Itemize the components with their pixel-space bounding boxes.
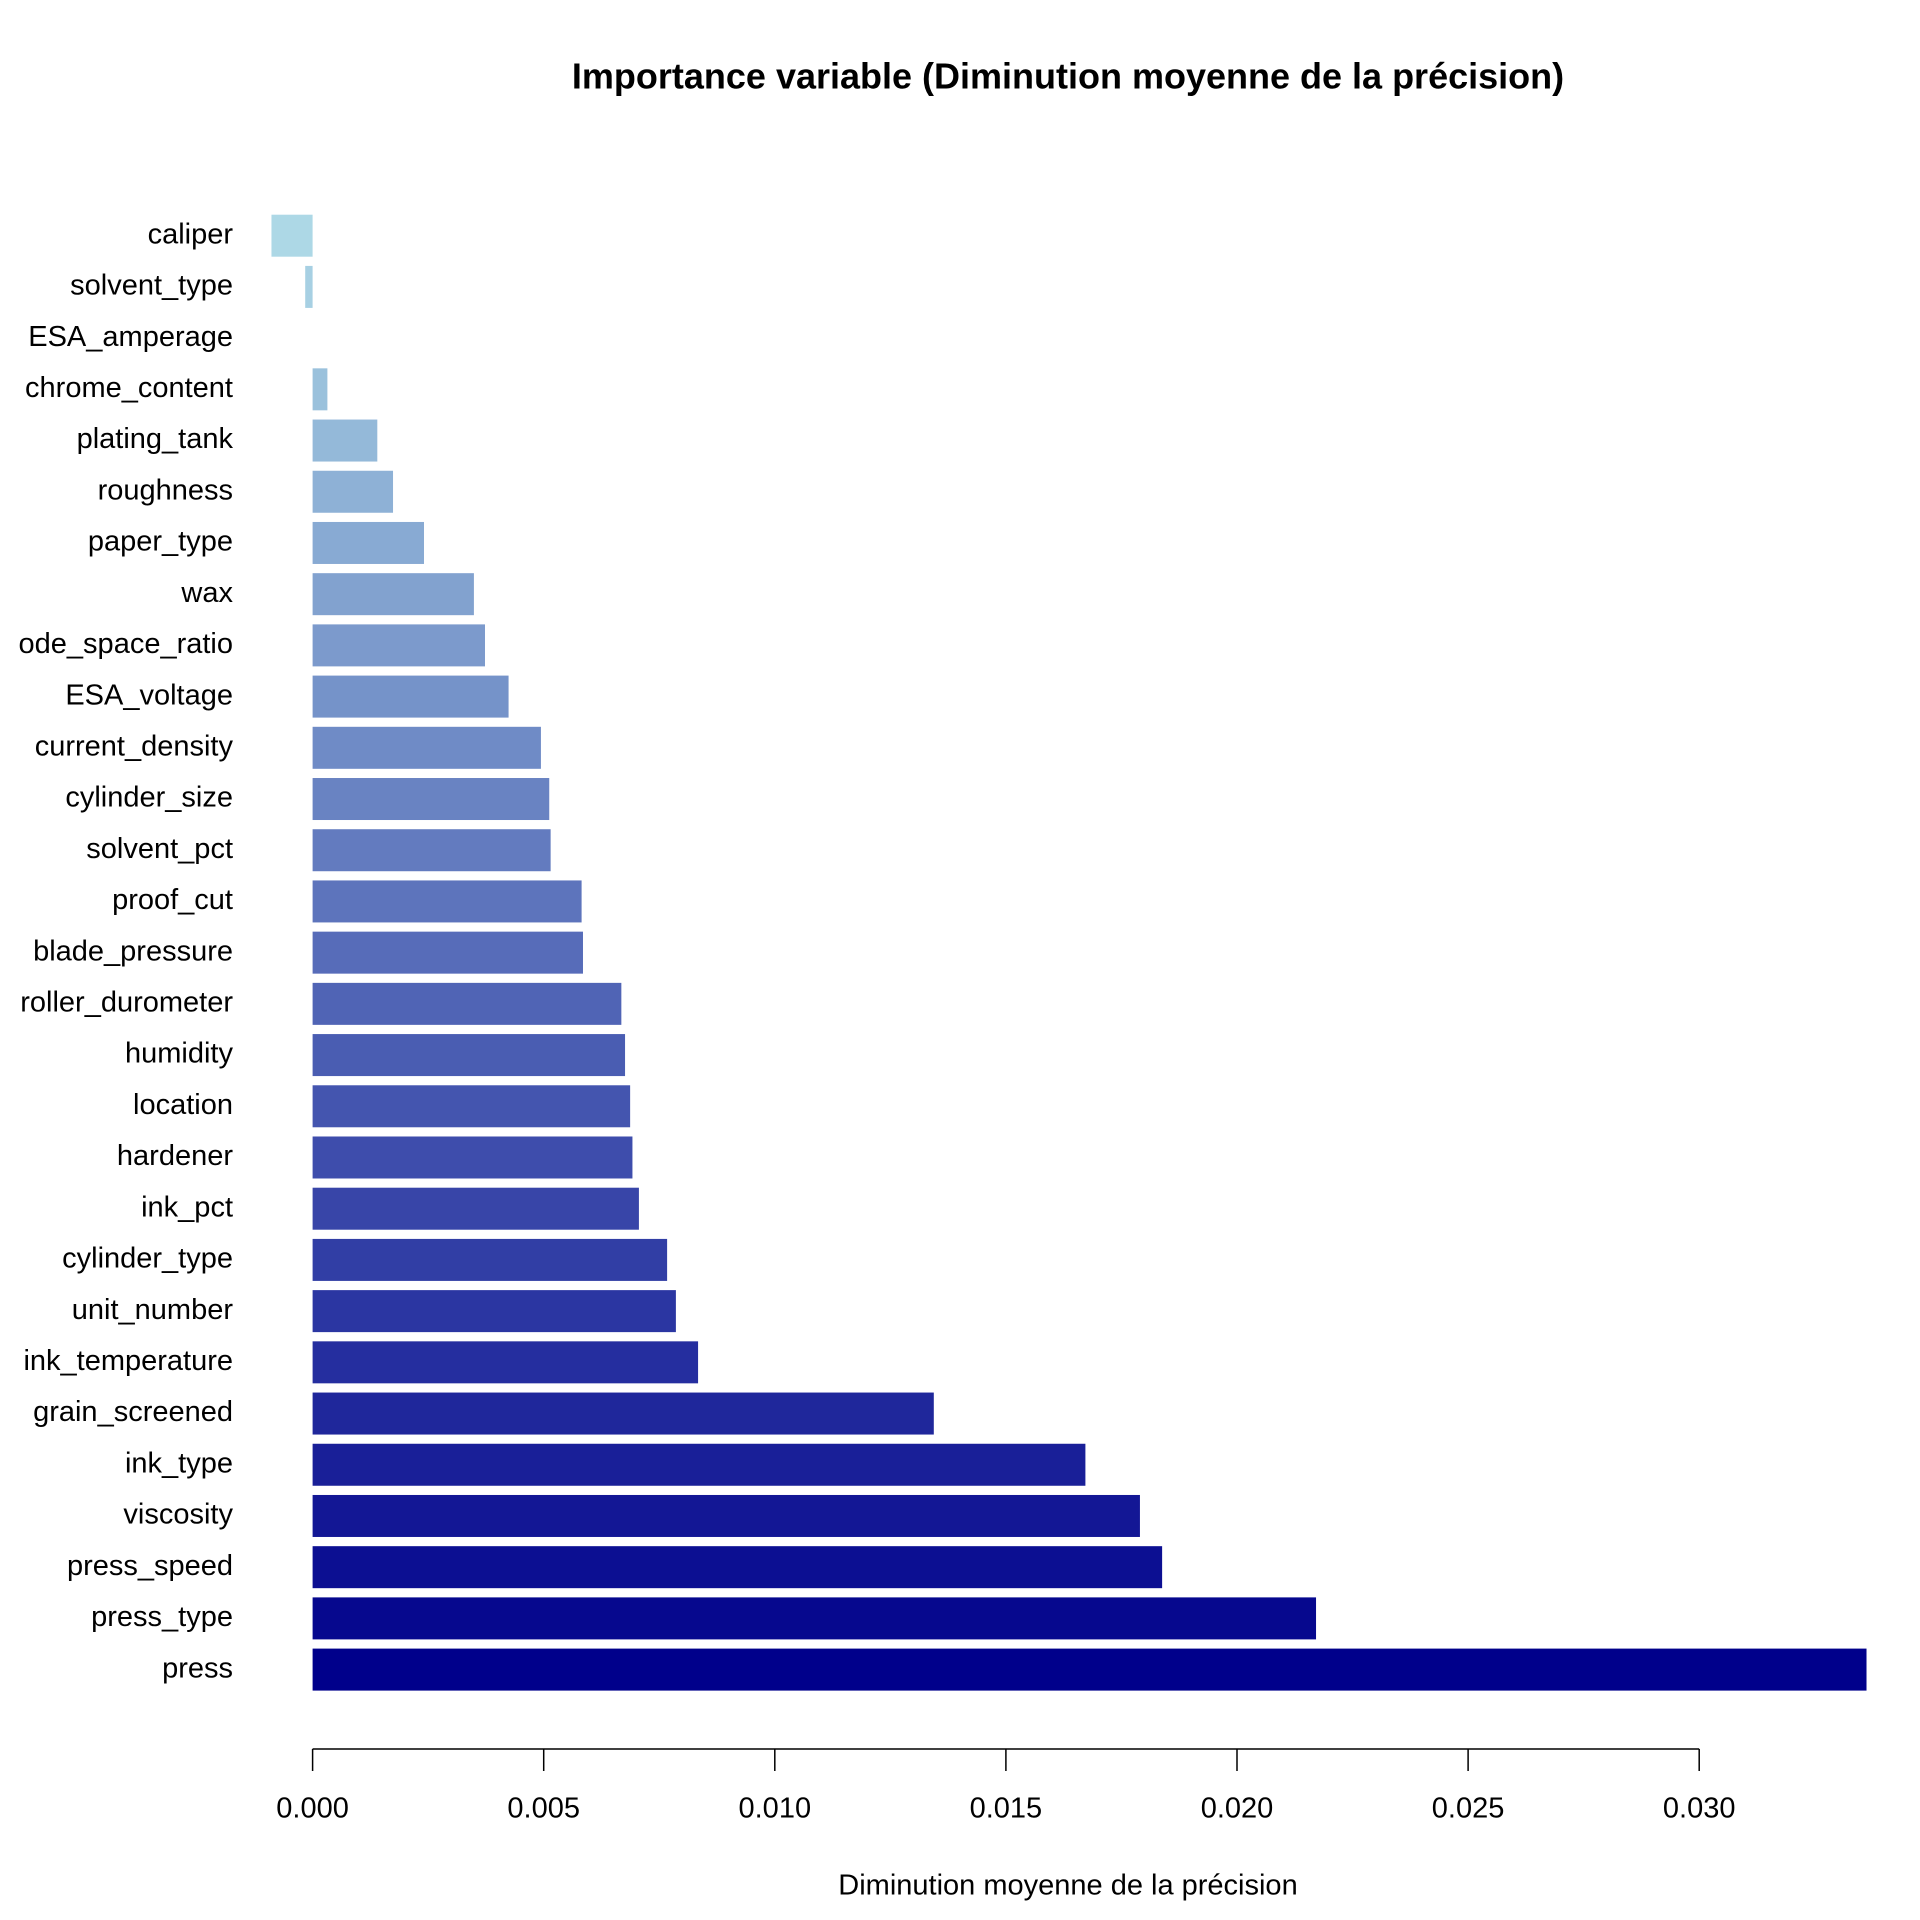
bar bbox=[312, 1341, 699, 1384]
bar bbox=[312, 726, 541, 769]
bar bbox=[312, 1187, 639, 1230]
bar bbox=[312, 1494, 1140, 1537]
y-tick-label: chrome_content bbox=[25, 372, 233, 404]
x-tick-label: 0.025 bbox=[1432, 1793, 1505, 1825]
bar bbox=[312, 829, 551, 872]
bar bbox=[312, 1597, 1317, 1640]
bar bbox=[312, 624, 486, 667]
y-tick-label: cylinder_size bbox=[65, 782, 233, 814]
bar bbox=[312, 1085, 631, 1128]
y-tick-label: ink_type bbox=[125, 1447, 233, 1479]
x-tick-label: 0.015 bbox=[970, 1793, 1043, 1825]
bar bbox=[312, 1136, 633, 1179]
bar bbox=[312, 1392, 934, 1435]
y-tick-label: wax bbox=[180, 577, 233, 609]
y-tick-label: solvent_pct bbox=[86, 833, 233, 865]
bar bbox=[305, 265, 313, 308]
y-tick-label: cylinder_type bbox=[62, 1243, 233, 1275]
y-tick-label: roughness bbox=[98, 474, 233, 506]
y-tick-label: ESA_amperage bbox=[28, 321, 233, 353]
y-tick-label: humidity bbox=[125, 1038, 233, 1070]
bar bbox=[312, 880, 582, 923]
x-axis-label: Diminution moyenne de la précision bbox=[838, 1870, 1297, 1902]
y-tick-label: ink_temperature bbox=[23, 1345, 233, 1377]
y-tick-label: ode_space_ratio bbox=[19, 628, 233, 660]
y-tick-label: press bbox=[162, 1652, 233, 1684]
y-tick-label: plating_tank bbox=[77, 423, 234, 455]
bar bbox=[312, 521, 424, 564]
y-tick-label: current_density bbox=[35, 730, 234, 762]
bar bbox=[312, 1238, 668, 1281]
bar bbox=[312, 1290, 676, 1333]
bar bbox=[312, 675, 509, 718]
bar bbox=[312, 982, 622, 1025]
y-tick-label: location bbox=[133, 1089, 233, 1121]
y-tick-label: blade_pressure bbox=[33, 935, 233, 967]
chart-title: Importance variable (Diminution moyenne … bbox=[572, 56, 1564, 97]
x-tick-label: 0.020 bbox=[1201, 1793, 1274, 1825]
bar bbox=[312, 931, 583, 974]
y-tick-label: press_type bbox=[91, 1601, 233, 1633]
y-tick-label: caliper bbox=[148, 218, 234, 250]
y-tick-label: viscosity bbox=[123, 1499, 233, 1531]
bar bbox=[312, 778, 550, 821]
y-tick-label: press_speed bbox=[67, 1550, 233, 1582]
bar bbox=[312, 1443, 1086, 1486]
y-tick-label: paper_type bbox=[88, 526, 233, 558]
y-tick-label: solvent_type bbox=[70, 270, 233, 302]
bar bbox=[312, 1648, 1867, 1691]
y-tick-label: ESA_voltage bbox=[65, 679, 233, 711]
y-tick-label: proof_cut bbox=[112, 884, 233, 916]
x-tick-label: 0.010 bbox=[739, 1793, 812, 1825]
bar bbox=[312, 419, 378, 462]
x-tick-label: 0.030 bbox=[1663, 1793, 1736, 1825]
bar bbox=[312, 368, 328, 411]
y-tick-label: unit_number bbox=[72, 1294, 234, 1326]
bar bbox=[312, 573, 474, 616]
bar bbox=[312, 1034, 626, 1077]
x-tick-label: 0.000 bbox=[276, 1793, 349, 1825]
bar bbox=[312, 470, 394, 513]
y-tick-label: ink_pct bbox=[141, 1191, 233, 1223]
x-tick-label: 0.005 bbox=[507, 1793, 580, 1825]
y-tick-label: hardener bbox=[117, 1140, 233, 1172]
bar bbox=[271, 214, 313, 257]
y-tick-label: roller_durometer bbox=[20, 987, 233, 1019]
y-tick-label: grain_screened bbox=[33, 1396, 233, 1428]
bar bbox=[312, 1546, 1163, 1589]
